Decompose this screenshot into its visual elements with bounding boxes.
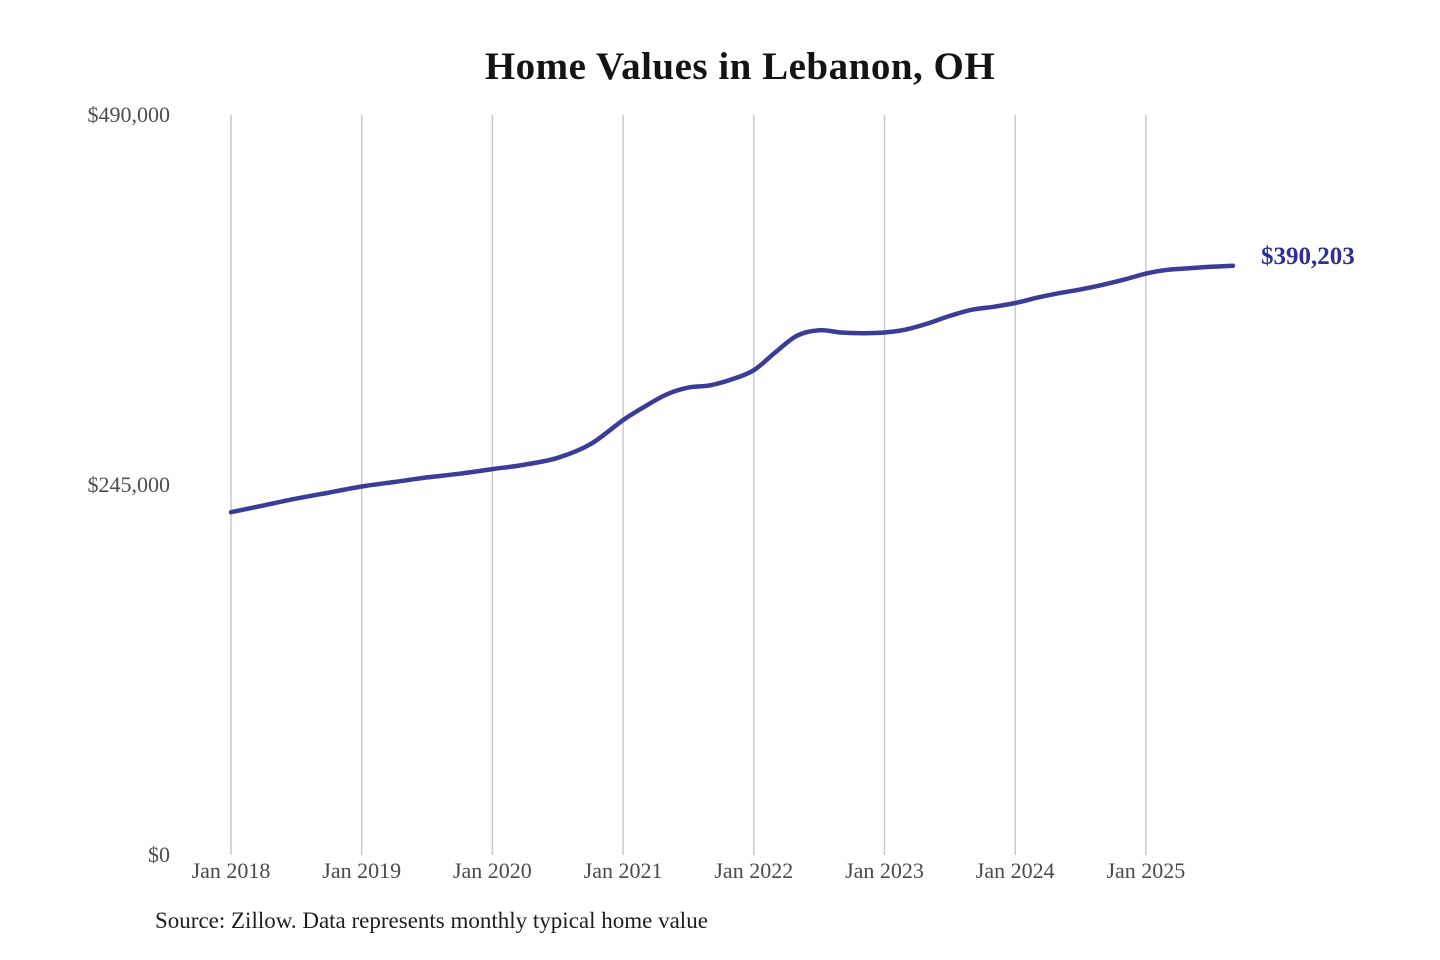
x-axis-label: Jan 2025 <box>1106 858 1186 883</box>
x-axis-label: Jan 2024 <box>975 858 1055 883</box>
x-axis-label: Jan 2018 <box>191 858 271 883</box>
x-axis-label: Jan 2022 <box>714 858 794 883</box>
y-axis-label: $245,000 <box>87 472 171 497</box>
home-value-line <box>228 263 1236 515</box>
chart-title: Home Values in Lebanon, OH <box>484 45 996 88</box>
latest-value-label: $390,203 <box>1261 242 1355 270</box>
y-axis-label: $0 <box>148 842 170 867</box>
x-axis-label: Jan 2020 <box>452 858 532 883</box>
source-note: Source: Zillow. Data represents monthly … <box>155 908 708 933</box>
y-axis-label: $490,000 <box>87 102 171 127</box>
x-axis-label: Jan 2019 <box>322 858 402 883</box>
x-axis-label: Jan 2023 <box>845 858 924 883</box>
x-axis-label: Jan 2021 <box>583 858 663 883</box>
